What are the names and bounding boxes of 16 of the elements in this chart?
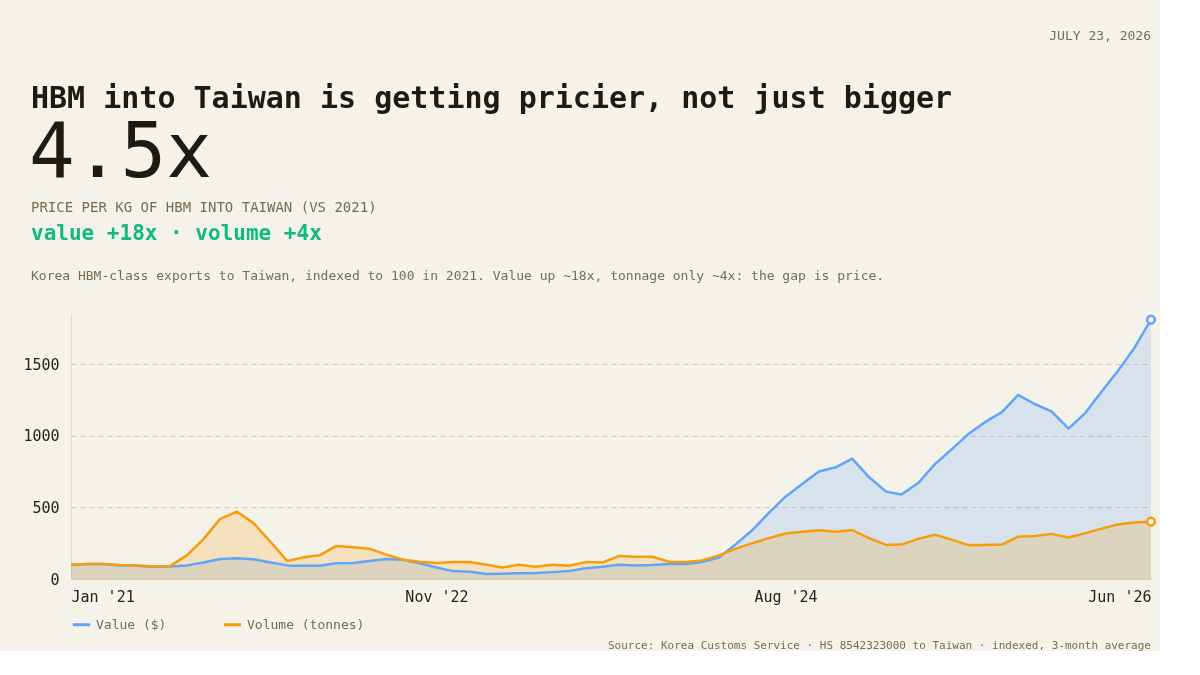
text: PRICE PER KG OF HBM INTO TAIWAN (VS 2021) <box>31 199 377 215</box>
x-tick-label: Aug '24 <box>754 587 818 606</box>
y-tick-label: 1000 <box>23 427 60 446</box>
x-tick-label: Jan '21 <box>71 587 135 606</box>
text: JULY 23, 2026 <box>1049 28 1151 43</box>
y-tick-label: 0 <box>50 570 60 589</box>
text: Korea HBM-class exports to Taiwan, indexed to 100 in 2021. Value up ~18x, tonnage only ~4x: the gap is price. <box>31 268 885 283</box>
text: value +18x · volume +4x <box>31 221 323 245</box>
y-tick-label: 500 <box>32 498 60 517</box>
chart-title: HBM into Taiwan is getting pricier, not just bigger <box>31 80 953 115</box>
source-note: Source: Korea Customs Service · HS 8542323000 to Taiwan · indexed, 3-month average <box>607 639 1151 652</box>
legend-label: Volume (tonnes) <box>247 616 365 632</box>
x-tick-label: Nov '22 <box>405 587 469 606</box>
x-tick-label: Jun '26 <box>1088 587 1152 606</box>
y-tick-label: 1500 <box>23 355 60 374</box>
legend-label: Value ($) <box>96 616 167 632</box>
